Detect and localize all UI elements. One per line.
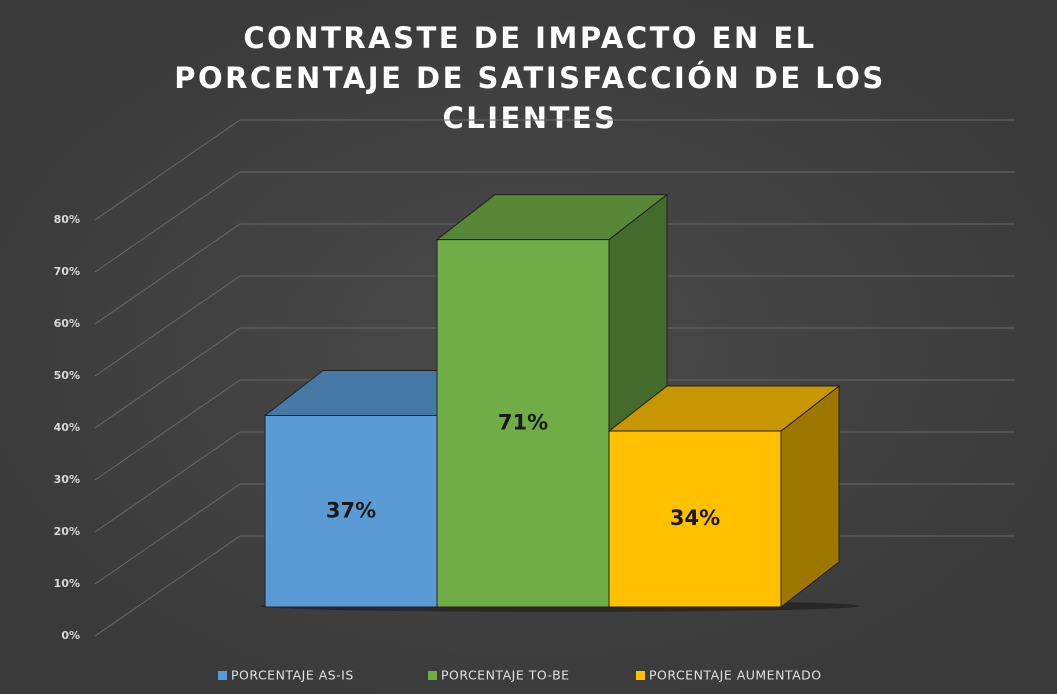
y-tick-label: 30% xyxy=(54,473,80,486)
y-tick-label: 70% xyxy=(54,265,80,278)
legend-label: PORCENTAJE AUMENTADO xyxy=(649,668,822,683)
legend-label: PORCENTAJE TO-BE xyxy=(441,668,570,683)
data-label: 37% xyxy=(326,498,376,522)
bar xyxy=(607,385,841,609)
legend-swatch xyxy=(218,671,227,680)
grid-line xyxy=(94,379,1015,481)
bar-front xyxy=(608,430,782,608)
chart-title: CONTRASTE DE IMPACTO EN EL PORCENTAJE DE… xyxy=(174,21,886,135)
grid-line xyxy=(94,223,1015,325)
data-label: 34% xyxy=(670,506,720,530)
y-tick-label: 80% xyxy=(54,213,80,226)
y-tick-label: 50% xyxy=(54,369,80,382)
y-tick-label: 60% xyxy=(54,317,80,330)
legend-label: PORCENTAJE AS-IS xyxy=(231,668,354,683)
grid-line xyxy=(94,119,1015,221)
grid-line xyxy=(94,327,1015,429)
y-tick-label: 20% xyxy=(54,525,80,538)
legend-swatch xyxy=(636,671,645,680)
y-tick-label: 40% xyxy=(54,421,80,434)
legend-swatch xyxy=(428,671,437,680)
y-tick-label: 0% xyxy=(61,629,80,642)
grid-line xyxy=(94,171,1015,273)
y-tick-label: 10% xyxy=(54,577,80,590)
grid-line xyxy=(94,275,1015,377)
data-label: 71% xyxy=(498,410,548,434)
